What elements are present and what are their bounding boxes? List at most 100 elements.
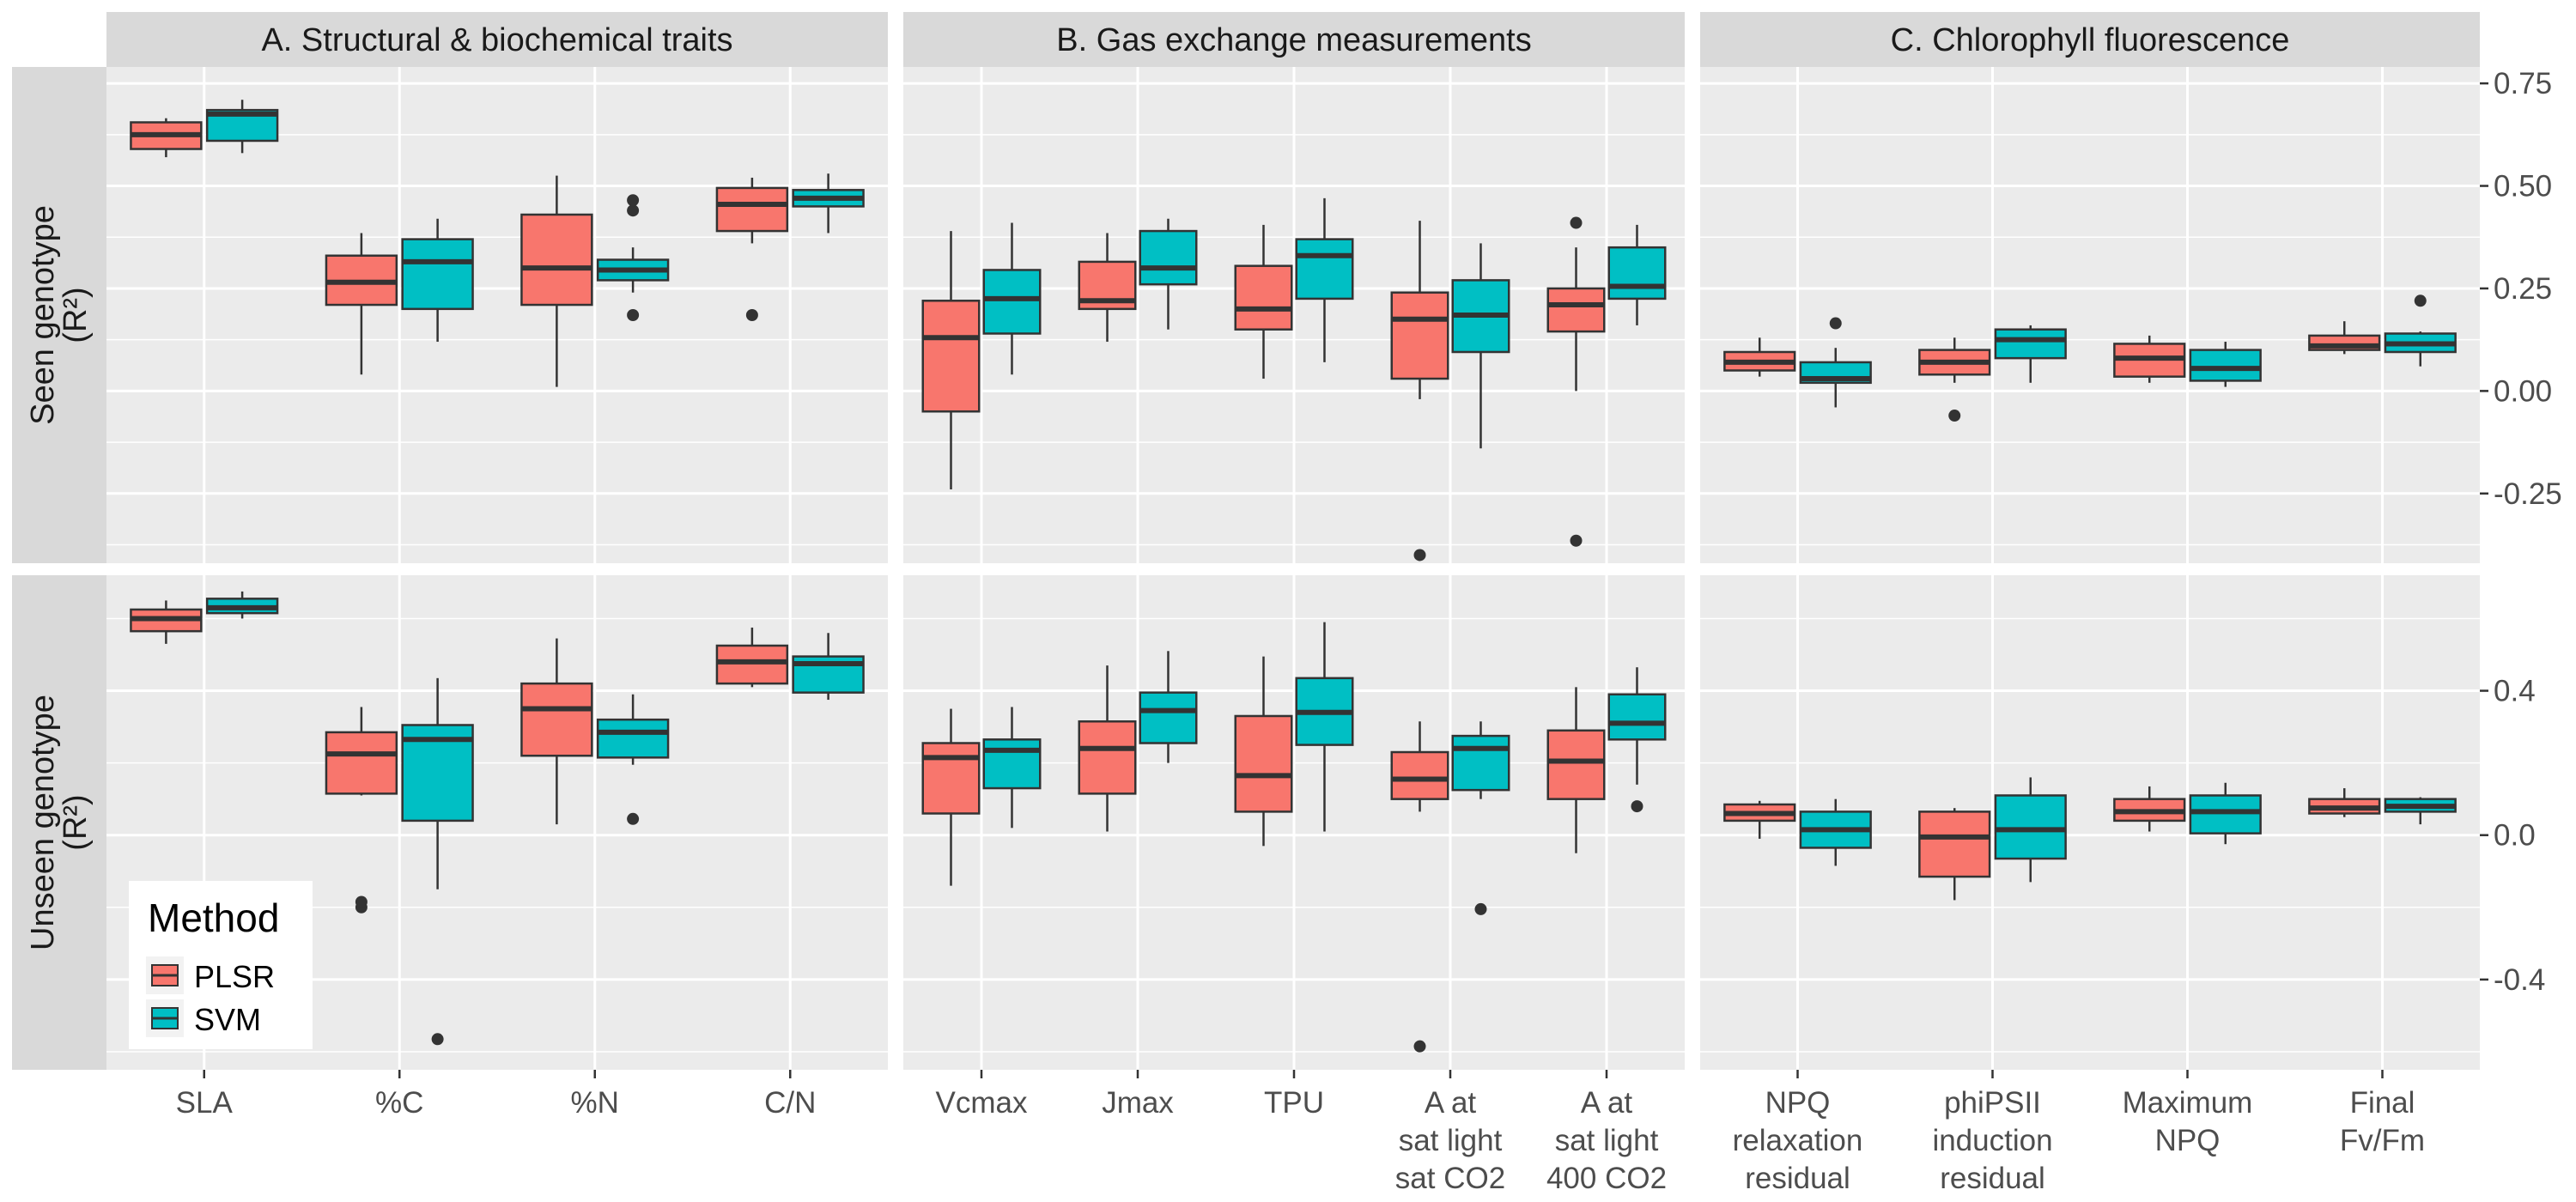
box-svm-n <box>596 194 670 321</box>
box-svm-maximum-npq <box>2189 342 2262 387</box>
box-iqr <box>1607 693 1667 741</box>
x-axis-bottom: SLA %C %N C/N Vcmax Jmax TPU A at sat light sat C… <box>176 1070 2425 1195</box>
box-iqr <box>1234 714 1293 813</box>
box-plsr-phipsii-induction-residual <box>1918 337 1991 422</box>
box-svm-c-n <box>792 633 865 701</box>
strip-column-1 <box>106 12 888 67</box>
x-tick-label-n: %N <box>571 1086 619 1120</box>
x-tick-label-vcmax: Vcmax <box>936 1086 1028 1120</box>
box-iqr <box>1234 264 1293 331</box>
outlier-point <box>627 309 640 321</box>
x-tick-label-a-at-sat-light-400-co2: A at sat light 400 CO2 <box>1546 1086 1667 1195</box>
box-svm-c-n <box>792 173 865 234</box>
box-svm-a-at-sat-light-400-co2 <box>1607 224 1667 325</box>
box-iqr <box>1607 246 1667 300</box>
outlier-point <box>1829 317 1842 330</box>
box-iqr <box>401 238 474 311</box>
outlier-point <box>1413 1040 1426 1053</box>
box-svm-jmax <box>1139 218 1198 330</box>
facet-strips: A. Structural & biochemical traits B. Gas… <box>12 12 2480 1070</box>
outlier-point <box>627 194 640 207</box>
box-plsr-a-at-sat-light-sat-co2 <box>1390 721 1449 1053</box>
outlier-point <box>1948 410 1961 422</box>
box-plsr-sla <box>130 118 203 158</box>
x-tick-label-final-fv-fm: Final Fv/Fm <box>2340 1086 2425 1157</box>
y-axis-right: -0.25 0.00 0.25 0.50 0.75 -0.4 0.0 0.4 <box>2480 67 2562 997</box>
outlier-point <box>355 895 368 908</box>
y-tick-label: 0.25 <box>2494 272 2552 306</box>
box-svm-a-at-sat-light-400-co2 <box>1607 667 1667 813</box>
legend-label-plsr: PLSR <box>194 959 275 994</box>
outlier-point <box>1570 534 1583 547</box>
panel-r2-c3 <box>1700 575 2480 1070</box>
box-iqr <box>921 742 981 815</box>
panel-r1-c3 <box>1700 67 2480 563</box>
x-tick-label-tpu: TPU <box>1264 1086 1324 1120</box>
box-plsr-maximum-npq <box>2113 335 2186 383</box>
box-plsr-vcmax <box>921 231 981 490</box>
box-plsr-n <box>520 638 593 825</box>
strip-column-3 <box>1700 12 2480 67</box>
box-plsr-c-n <box>715 627 789 688</box>
outlier-point <box>745 309 758 321</box>
box-iqr <box>1918 810 1991 878</box>
box-iqr <box>1078 720 1137 795</box>
box-svm-sla <box>205 591 279 619</box>
box-iqr <box>520 213 593 307</box>
x-tick-label-npq-relaxation-residual: NPQ relaxation residual <box>1733 1086 1863 1195</box>
box-iqr <box>715 644 789 685</box>
outlier-point <box>1570 216 1583 229</box>
y-tick-label: 0.0 <box>2494 819 2536 853</box>
strip-row-1 <box>12 67 106 563</box>
box-plsr-a-at-sat-light-sat-co2 <box>1390 221 1449 562</box>
panel-r1-c1 <box>106 67 888 563</box>
box-iqr <box>325 731 398 795</box>
box-svm-tpu <box>1295 197 1354 362</box>
box-plsr-c <box>325 707 398 914</box>
box-plsr-phipsii-induction-residual <box>1918 808 1991 901</box>
panel-background <box>1700 67 2480 563</box>
box-plsr-vcmax <box>921 708 981 886</box>
box-iqr <box>520 682 593 757</box>
box-plsr-c-n <box>715 177 789 321</box>
box-svm-phipsii-induction-residual <box>1994 325 2067 383</box>
box-plsr-jmax <box>1078 233 1137 343</box>
box-iqr <box>982 269 1042 335</box>
strip-column-2 <box>903 12 1685 67</box>
box-iqr <box>1994 794 2067 860</box>
box-plsr-jmax <box>1078 665 1137 832</box>
x-tick-label-maximum-npq: Maximum NPQ <box>2123 1086 2253 1157</box>
box-plsr-final-fv-fm <box>2308 788 2381 817</box>
x-tick-label-jmax: Jmax <box>1102 1086 1174 1120</box>
outlier-point <box>2414 294 2427 307</box>
box-plsr-npq-relaxation-residual <box>1723 337 1796 377</box>
outlier-point <box>431 1033 444 1046</box>
strip-label-row-1: Seen genotype(R²) <box>25 205 94 425</box>
x-tick-label-phipsii-induction-residual: phiPSII induction residual <box>1932 1086 2052 1195</box>
box-iqr <box>1546 729 1606 800</box>
panel-r1-c2 <box>903 67 1685 563</box>
box-svm-npq-relaxation-residual <box>1799 798 1872 866</box>
box-plsr-n <box>520 175 593 387</box>
y-tick-label: 0.50 <box>2494 170 2552 203</box>
box-svm-final-fv-fm <box>2384 294 2457 367</box>
y-tick-label: -0.25 <box>2494 477 2562 511</box>
legend-label-svm: SVM <box>194 1002 261 1037</box>
box-plsr-c <box>325 233 398 375</box>
box-plsr-npq-relaxation-residual <box>1723 800 1796 839</box>
box-svm-sla <box>205 100 279 154</box>
box-iqr <box>1139 229 1198 286</box>
box-iqr <box>1139 691 1198 744</box>
box-svm-npq-relaxation-residual <box>1799 317 1872 408</box>
outlier-point <box>1474 902 1487 915</box>
strip-label-row-2: Unseen genotype(R²) <box>25 695 94 950</box>
box-svm-tpu <box>1295 622 1354 832</box>
legend: Method PLSR SVM <box>129 881 313 1049</box>
box-plsr-a-at-sat-light-400-co2 <box>1546 687 1606 853</box>
box-plsr-tpu <box>1234 656 1293 847</box>
outlier-point <box>1413 549 1426 562</box>
y-tick-label: 0.00 <box>2494 374 2552 408</box>
strip-row-2 <box>12 575 106 1070</box>
x-tick-label-a-at-sat-light-sat-co2: A at sat light sat CO2 <box>1395 1086 1505 1195</box>
